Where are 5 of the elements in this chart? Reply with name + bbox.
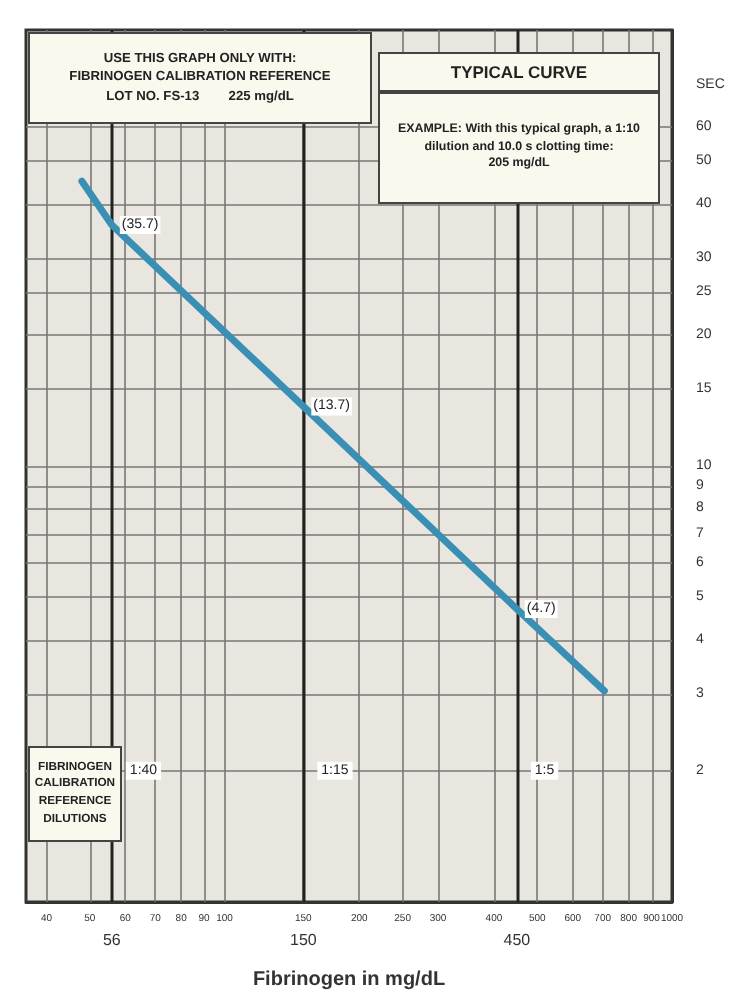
- ref-line-label: 450: [503, 931, 532, 949]
- note-box: TYPICAL CURVE: [378, 52, 660, 92]
- ref-line-label: 56: [102, 931, 122, 949]
- x-axis-title: Fibrinogen in mg/dL: [252, 969, 446, 991]
- ref-line-label: 150: [289, 931, 318, 949]
